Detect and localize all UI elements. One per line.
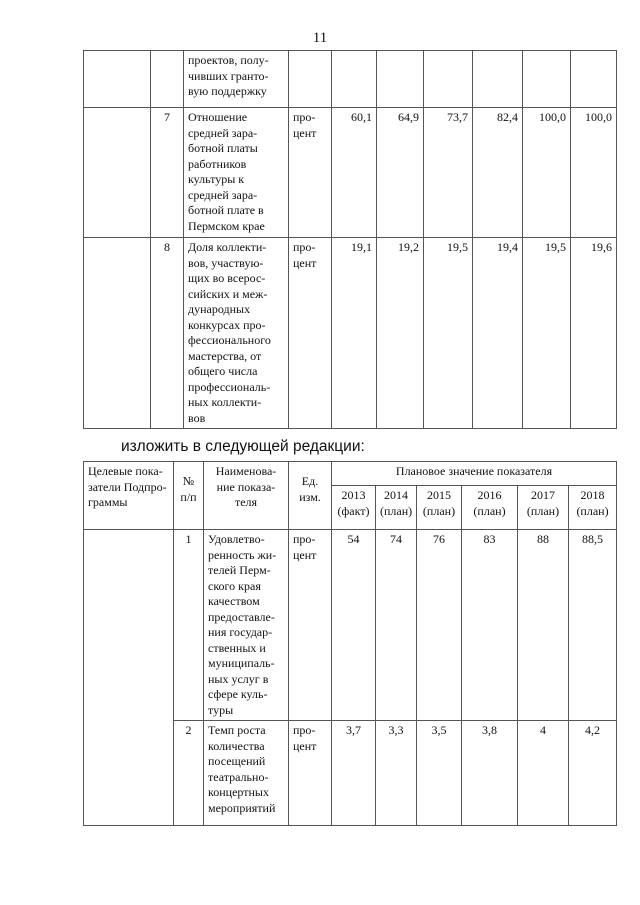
table-row: проектов, полу- чивших гранто- вую подде… [83, 50, 617, 108]
header-year: 2016 (план) [461, 485, 518, 530]
value-cell: 3,7 [331, 720, 376, 826]
previous-indicators-table: проектов, полу- чивших гранто- вую подде… [83, 50, 617, 429]
table-row: 2 Темп роста количества посещений театрал… [84, 720, 618, 826]
intro-text: изложить в следующей редакции: [121, 438, 365, 455]
new-indicators-table: Целевые пока- затели Подпро- граммы № п/… [83, 461, 618, 826]
value-cell: 88,5 [567, 529, 618, 721]
header-year: 2017 (план) [517, 485, 569, 530]
row-number: 2 [173, 720, 204, 826]
unit-cell [288, 50, 332, 108]
unit-cell: про- цент [288, 237, 332, 429]
value-cell [522, 50, 571, 108]
goals-cell [83, 107, 151, 238]
value-cell: 19,4 [472, 237, 523, 429]
goals-cell [83, 50, 151, 108]
table-row: 8 Доля коллекти- вов, участвую- щих во вс… [83, 237, 617, 429]
header-year: 2014 (план) [375, 485, 417, 530]
header-number: № п/п [173, 461, 204, 530]
indicator-name: Доля коллекти- вов, участвую- щих во все… [183, 237, 289, 429]
indicator-name: Удовлетво- ренность жи- телей Перм- ског… [203, 529, 289, 721]
value-cell: 19,1 [331, 237, 377, 429]
value-cell: 60,1 [331, 107, 377, 238]
value-cell [331, 50, 377, 108]
value-cell: 100,0 [522, 107, 571, 238]
header-goals: Целевые пока- затели Подпро- граммы [83, 461, 174, 530]
value-cell: 82,4 [472, 107, 523, 238]
header-year: 2015 (план) [416, 485, 462, 530]
value-cell: 64,9 [376, 107, 424, 238]
row-number: 7 [150, 107, 184, 238]
value-cell: 74 [375, 529, 417, 721]
value-cell: 73,7 [423, 107, 473, 238]
unit-cell: про- цент [288, 107, 332, 238]
value-cell: 19,5 [423, 237, 473, 429]
value-cell: 3,3 [375, 720, 417, 826]
value-cell: 19,6 [570, 237, 617, 429]
header-planned-value: Плановое значение показателя [330, 461, 618, 486]
value-cell: 88 [517, 529, 569, 721]
value-cell: 3,5 [416, 720, 462, 826]
unit-cell: про- цент [288, 720, 332, 826]
indicator-name: Отношение средней зара- ботной платы раб… [183, 107, 289, 238]
page-number: 11 [312, 30, 328, 46]
value-cell [376, 50, 424, 108]
indicator-name: проектов, полу- чивших гранто- вую подде… [183, 50, 289, 108]
value-cell: 19,2 [376, 237, 424, 429]
unit-cell: про- цент [288, 529, 332, 721]
row-number [150, 50, 184, 108]
value-cell [570, 50, 617, 108]
indicator-name: Темп роста количества посещений театраль… [203, 720, 289, 826]
value-cell: 3,8 [461, 720, 518, 826]
value-cell: 54 [331, 529, 376, 721]
value-cell: 4 [517, 720, 569, 826]
goals-cell [83, 237, 151, 429]
value-cell [423, 50, 473, 108]
row-number: 1 [173, 529, 204, 721]
header-name: Наименова- ние показа- теля [203, 461, 289, 530]
value-cell: 100,0 [570, 107, 617, 238]
value-cell: 19,5 [522, 237, 571, 429]
table-row: 1 Удовлетво- ренность жи- телей Перм- ско… [83, 529, 618, 826]
table-row: 7 Отношение средней зара- ботной платы ра… [83, 107, 617, 238]
value-cell [472, 50, 523, 108]
header-unit: Ед. изм. [288, 461, 332, 530]
value-cell: 4,2 [567, 720, 618, 826]
row-number: 8 [150, 237, 184, 429]
value-cell: 83 [461, 529, 518, 721]
header-year: 2013 (факт) [331, 485, 376, 530]
header-year: 2018 (план) [567, 485, 618, 530]
goals-cell [83, 529, 174, 826]
value-cell: 76 [416, 529, 462, 721]
